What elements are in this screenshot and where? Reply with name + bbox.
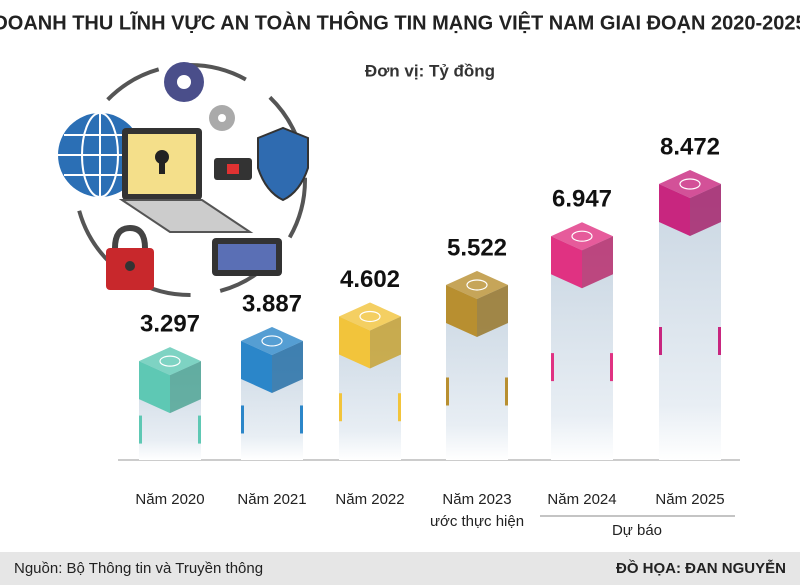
source: Nguồn: Bộ Thông tin và Truyền thông xyxy=(14,560,263,577)
cube-top-light xyxy=(659,170,721,198)
value-label: 4.602 xyxy=(340,266,400,293)
cube-right-shade xyxy=(690,184,721,236)
cube-right xyxy=(477,284,508,337)
cube-right xyxy=(272,340,303,393)
value-label: 3.887 xyxy=(242,290,302,317)
cube-left xyxy=(139,361,170,414)
bar-accent xyxy=(551,353,554,382)
illustration xyxy=(58,62,309,297)
cube-ring xyxy=(571,230,593,242)
cube-top-light xyxy=(446,270,508,299)
cube-ring xyxy=(679,178,701,190)
credit: ĐỒ HỌA: ĐAN NGUYỄN xyxy=(616,559,786,577)
footer xyxy=(0,552,800,585)
x-tick-label: Năm 2021 xyxy=(237,491,306,508)
bar xyxy=(339,302,401,460)
cube-top xyxy=(446,270,508,299)
cube-right-shade xyxy=(582,236,613,289)
cube-right-shade xyxy=(370,316,401,369)
subtitle: Đơn vị: Tỷ đồng xyxy=(365,61,495,80)
x-tick-label: Năm 2024 xyxy=(547,491,616,508)
cube-left xyxy=(551,236,582,289)
bar-accent xyxy=(505,377,508,406)
cube-right xyxy=(370,316,401,369)
value-label: 5.522 xyxy=(447,234,507,261)
bar-accent xyxy=(718,327,721,355)
bar xyxy=(659,170,721,460)
cube-top xyxy=(139,347,201,376)
bar-accent xyxy=(446,377,449,406)
annotation: ước thực hiện xyxy=(430,513,524,530)
bar-accent xyxy=(139,415,142,444)
x-tick-label: Năm 2020 xyxy=(135,491,204,508)
bar-accent xyxy=(198,415,201,444)
value-label: 8.472 xyxy=(660,133,720,160)
bar-accent xyxy=(659,327,662,355)
cube-left xyxy=(339,316,370,369)
value-label: 6.947 xyxy=(552,186,612,213)
bar-accent xyxy=(339,393,342,422)
cube-right xyxy=(690,184,721,236)
cube-left xyxy=(446,284,477,337)
cube-top-light xyxy=(139,347,201,376)
cube-right-shade xyxy=(477,284,508,337)
cube-ring xyxy=(359,310,381,323)
bar-accent xyxy=(398,393,401,422)
bar-accent xyxy=(610,353,613,382)
bar-accent xyxy=(300,405,303,434)
value-label: 3.297 xyxy=(140,310,200,337)
chart-title: DOANH THU LĨNH VỰC AN TOÀN THÔNG TIN MẠN… xyxy=(0,10,800,34)
bar xyxy=(551,222,613,460)
cube-left xyxy=(241,340,272,393)
x-tick-label: Năm 2022 xyxy=(335,491,404,508)
x-tick-label: Năm 2025 xyxy=(655,491,724,508)
cube-right xyxy=(582,236,613,289)
bar xyxy=(139,347,201,460)
cube-top xyxy=(241,326,303,355)
bar xyxy=(241,326,303,460)
cube-ring xyxy=(261,335,283,347)
bar-accent xyxy=(241,405,244,434)
cube-top-light xyxy=(551,222,613,251)
cube-right-shade xyxy=(272,340,303,393)
x-tick-label: Năm 2023 xyxy=(442,491,511,508)
bar xyxy=(446,270,508,460)
cube-ring xyxy=(466,279,488,291)
cube-top xyxy=(659,170,721,198)
cube-top xyxy=(551,222,613,251)
cube-top xyxy=(339,302,401,331)
cube-right-shade xyxy=(170,361,201,414)
cube-right xyxy=(170,361,201,414)
cube-top-light xyxy=(241,326,303,355)
cube-ring xyxy=(159,355,181,367)
annotation: Dự báo xyxy=(612,522,662,539)
cube-top-light xyxy=(339,302,401,331)
cube-left xyxy=(659,184,690,236)
